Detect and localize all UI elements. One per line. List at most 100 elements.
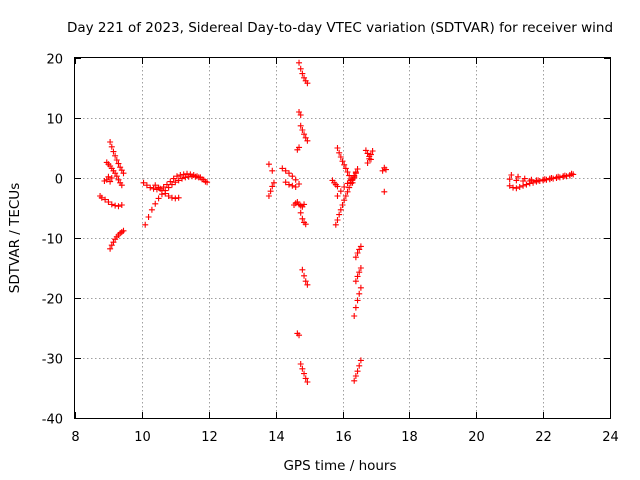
data-point <box>354 368 361 375</box>
data-point <box>334 217 341 223</box>
data-point <box>352 373 359 379</box>
data-point <box>152 200 159 207</box>
data-point <box>142 221 149 228</box>
data-point <box>548 175 555 181</box>
data-point <box>352 170 359 177</box>
data-point <box>354 250 361 256</box>
data-point <box>301 272 308 279</box>
data-point <box>337 154 344 160</box>
data-point <box>344 169 351 175</box>
y-tick-label: -30 <box>42 353 63 368</box>
y-tick-label: -20 <box>42 293 63 308</box>
data-point <box>118 182 125 189</box>
y-tick-label: 10 <box>46 113 63 128</box>
tick-labels: 8 10 12 14 16 18 20 22 24 -40 -30 -20 -10 0 10 20 <box>42 53 619 446</box>
data-point <box>140 179 147 186</box>
data-point <box>304 281 311 288</box>
data-point <box>155 184 162 191</box>
series-segment-n <box>296 59 311 87</box>
data-point <box>172 195 179 202</box>
series-segment-a <box>97 193 125 210</box>
series-segment-y <box>352 243 364 261</box>
data-point <box>364 160 371 166</box>
series-segment-q <box>299 266 311 288</box>
data-point <box>102 196 109 203</box>
data-point <box>167 178 174 185</box>
data-point <box>105 199 112 205</box>
data-point <box>112 152 119 159</box>
series-segment-aa <box>351 284 364 319</box>
x-tick-label: 22 <box>535 430 552 445</box>
data-point <box>506 176 513 183</box>
data-point <box>297 65 304 72</box>
data-point <box>510 184 517 191</box>
series-segment-b <box>101 173 115 185</box>
data-point <box>357 265 364 271</box>
data-point <box>194 173 201 180</box>
data-point <box>351 313 358 319</box>
data-point <box>299 127 306 133</box>
data-point <box>351 377 358 384</box>
series-segment-ae <box>379 164 389 174</box>
data-point <box>175 194 182 201</box>
series-segment-r <box>294 330 303 339</box>
data-point <box>168 194 175 201</box>
data-point <box>108 143 115 150</box>
data-point <box>108 175 115 181</box>
data-point <box>179 175 185 182</box>
data-point <box>197 174 204 181</box>
data-point <box>561 172 568 179</box>
data-point <box>113 157 120 163</box>
data-point <box>341 184 348 190</box>
series-segment-k <box>291 199 308 210</box>
chart-title: Day 221 of 2023, Sidereal Day-to-day VTE… <box>67 20 613 36</box>
data-point <box>352 254 359 261</box>
data-point <box>301 370 308 377</box>
data-point <box>508 172 515 178</box>
data-point <box>299 266 306 273</box>
data-point <box>279 165 286 172</box>
data-point <box>112 202 119 209</box>
data-point <box>163 181 170 188</box>
data-point <box>382 166 389 173</box>
data-point <box>152 182 159 189</box>
series-segment-c <box>103 159 125 189</box>
data-point <box>110 148 117 155</box>
data-point <box>120 227 127 234</box>
data-point <box>339 202 346 208</box>
data-point <box>269 183 276 190</box>
series-segment-ag <box>506 171 577 184</box>
data-point <box>523 181 530 188</box>
data-point <box>155 195 162 202</box>
x-tick-label: 20 <box>468 430 485 445</box>
series-segment-j <box>279 165 303 190</box>
data-point <box>302 375 309 382</box>
data-point <box>184 170 191 177</box>
data-point <box>115 160 122 167</box>
data-point <box>107 245 114 252</box>
data-point <box>105 173 112 180</box>
data-point <box>521 175 528 182</box>
data-point <box>334 193 341 199</box>
data-point <box>177 172 184 178</box>
data-point <box>334 183 341 190</box>
data-point <box>297 361 304 367</box>
data-point <box>336 149 343 156</box>
data-point <box>292 176 299 183</box>
data-point <box>354 297 361 304</box>
data-point <box>170 175 177 182</box>
data-point <box>568 170 575 177</box>
data-point <box>356 269 363 276</box>
data-point <box>296 144 303 151</box>
data-point <box>339 158 346 165</box>
data-point <box>346 172 353 179</box>
data-point <box>344 180 351 187</box>
data-point <box>175 177 182 184</box>
data-point <box>265 161 272 168</box>
data-point <box>301 201 308 208</box>
data-point <box>346 184 353 191</box>
data-point <box>296 332 303 339</box>
series-segment-h <box>152 182 182 202</box>
data-point <box>289 173 296 180</box>
